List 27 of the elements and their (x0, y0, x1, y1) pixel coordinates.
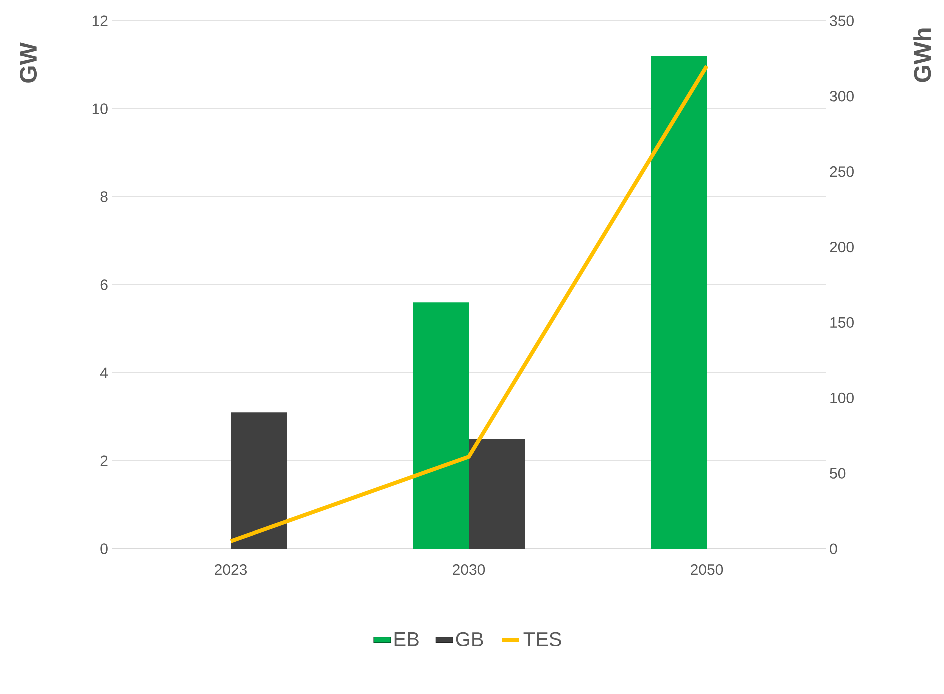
y2-tick-label: 100 (830, 392, 854, 404)
y2-tick-label: 300 (830, 91, 854, 102)
y-tick-label: 10 (92, 104, 108, 114)
bar (231, 412, 288, 549)
legend-label: TES (524, 632, 562, 647)
bar (651, 56, 708, 549)
x-tick-label: 2050 (691, 564, 724, 576)
x-tick-label: 2023 (215, 564, 248, 576)
y-tick-label: 0 (100, 544, 108, 554)
x-tick-label: 2030 (453, 564, 486, 576)
y-axis-title: GW (20, 42, 38, 83)
bar (469, 439, 526, 549)
y-tick-label: 12 (92, 16, 108, 26)
y-tick-label: 2 (100, 456, 108, 466)
legend-label: EB (394, 632, 419, 646)
y2-tick-label: 0 (830, 544, 838, 554)
y-tick-label: 4 (100, 368, 108, 378)
y2-tick-label: 50 (830, 468, 846, 479)
legend-label: GB (456, 632, 484, 647)
y2-tick-label: 350 (830, 16, 854, 26)
y2-tick-label: 200 (830, 242, 854, 253)
y-tick-label: 6 (100, 280, 108, 290)
y2-tick-label: 150 (830, 317, 854, 328)
y2-tick-label: 250 (830, 166, 854, 178)
bar (413, 302, 470, 549)
y2-axis-title: GWh (914, 28, 932, 82)
y-tick-label: 8 (100, 192, 108, 202)
